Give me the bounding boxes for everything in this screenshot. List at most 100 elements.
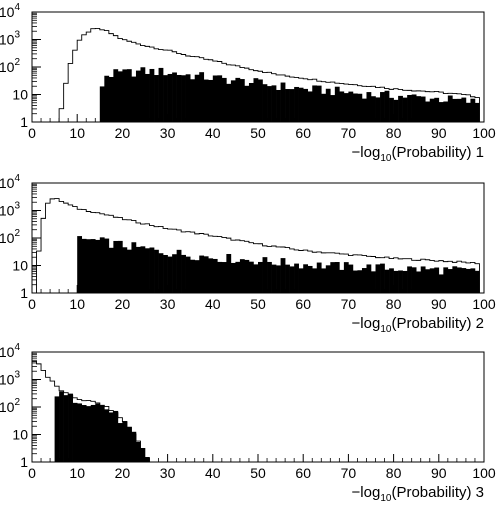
histogram-bar-filled — [429, 268, 435, 293]
histogram-bar-filled — [99, 237, 105, 293]
histogram-bar-filled — [181, 75, 186, 122]
histogram-bar-filled — [474, 102, 480, 122]
x-axis-label: −log10(Probability) 3 — [352, 484, 484, 504]
x-tick-label: 100 — [472, 125, 496, 141]
histogram-bar-filled — [443, 101, 449, 122]
histogram-bar-filled — [208, 258, 214, 293]
histogram-bar-filled — [411, 94, 417, 122]
histogram-bar-filled — [343, 93, 349, 122]
histogram-bar-filled — [474, 270, 480, 293]
histogram-panel-1: 1 10 102 103 104 0 10 20 30 40 50 60 70 80 90 100 −log10… — [0, 2, 496, 164]
x-tick-label: 90 — [431, 296, 447, 312]
x-tick-label: 70 — [341, 465, 357, 481]
histogram-bar-filled — [416, 271, 422, 293]
histogram-bar-filled — [176, 249, 182, 293]
histogram-bar-filled — [77, 403, 83, 462]
histogram-bar-filled — [312, 85, 318, 122]
histogram-bar-filled — [235, 77, 241, 122]
x-tick-label: 10 — [69, 296, 85, 312]
histogram-bar-filled — [163, 75, 168, 122]
histogram-bar-filled — [425, 269, 431, 293]
x-tick-label: 70 — [341, 296, 357, 312]
histogram-bar-filled — [461, 268, 467, 293]
histogram-bar-filled — [276, 89, 281, 122]
y-tick-label: 1 — [20, 114, 28, 130]
histogram-bar-filled — [113, 69, 119, 122]
x-tick-label: 0 — [28, 465, 36, 481]
histogram-bar-filled — [131, 242, 137, 293]
histogram-bar-filled — [226, 83, 232, 122]
x-tick-label: 100 — [472, 465, 496, 481]
histogram-bar-filled — [239, 259, 245, 293]
histogram-bar-filled — [294, 263, 299, 293]
histogram-bar-filled — [99, 86, 105, 122]
histogram-bar-filled — [389, 97, 394, 122]
histogram-bar-filled — [86, 239, 92, 293]
histogram-bar-filled — [199, 255, 205, 293]
histogram-bar-filled — [280, 82, 286, 122]
y-tick-label: 104 — [0, 342, 20, 360]
histogram-bar-filled — [104, 75, 110, 122]
histogram-bar-filled — [402, 97, 408, 122]
histogram-bar-filled — [81, 238, 87, 293]
histogram-bar-filled — [389, 268, 394, 293]
histogram-bar-filled — [398, 270, 403, 293]
histogram-bar-filled — [271, 85, 277, 122]
histogram-bar-filled — [470, 268, 476, 293]
x-tick-label: 0 — [28, 125, 36, 141]
y-tick-label: 102 — [0, 57, 20, 75]
histogram-bar-filled — [126, 249, 132, 293]
histogram-bar-filled — [167, 256, 173, 293]
histogram-bar-filled — [357, 93, 363, 122]
histogram-bar-filled — [366, 92, 372, 122]
histogram-bar-filled — [248, 82, 254, 122]
histogram-bar-filled — [434, 97, 440, 122]
histogram-bar-filled — [289, 89, 295, 122]
histogram-bar-filled — [95, 403, 101, 462]
histogram-bar-filled — [203, 79, 209, 122]
histogram-bar-filled — [167, 73, 173, 122]
histogram-bar-filled — [271, 264, 277, 293]
histogram-bar-filled — [334, 86, 340, 122]
histogram-bar-filled — [154, 75, 159, 122]
histogram-bar-filled — [163, 254, 168, 293]
histogram-bar-filled — [140, 67, 146, 122]
x-tick-label: 40 — [205, 465, 221, 481]
histogram-bar-filled — [248, 261, 254, 293]
histogram-bar-filled — [190, 79, 196, 122]
x-tick-label: 60 — [295, 296, 311, 312]
y-tick-label: 10 — [12, 427, 28, 443]
histogram-bar-filled — [190, 259, 196, 293]
histogram-bar-filled — [348, 264, 354, 293]
histogram-bar-filled — [456, 267, 462, 293]
y-tick-label: 103 — [0, 30, 20, 48]
x-tick-label: 10 — [69, 125, 85, 141]
histogram-bar-filled — [380, 92, 385, 122]
histogram-bar-filled — [325, 88, 331, 122]
histogram-bar-filled — [212, 258, 218, 293]
histogram-bar-filled — [172, 254, 177, 293]
histogram-bar-filled — [104, 238, 110, 293]
histogram-bar-filled — [235, 261, 241, 293]
histogram-panel-3: 1 10 102 103 104 0 10 20 30 40 50 60 70 80 90 100 −log10… — [0, 342, 496, 504]
histogram-bar-filled — [366, 264, 372, 293]
histogram-bar-filled — [434, 267, 440, 293]
histogram-bar-filled — [217, 261, 223, 293]
histogram-bar-filled — [452, 266, 458, 293]
histogram-bar-filled — [375, 97, 381, 122]
histogram-bar-filled — [348, 91, 354, 122]
x-tick-label: 50 — [250, 465, 266, 481]
histogram-bar-filled — [325, 265, 331, 293]
histogram-bar-filled — [285, 89, 290, 122]
histogram-bar-filled — [357, 270, 363, 293]
histogram-bar-filled — [54, 396, 60, 462]
histogram-bar-filled — [465, 268, 471, 293]
histogram-panel-2: 1 10 102 103 104 0 10 20 30 40 50 60 70 80 90 100 −log10… — [0, 173, 496, 335]
histogram-bar-filled — [307, 265, 313, 293]
histogram-bar-filled — [447, 95, 453, 122]
histogram-bar-filled — [221, 262, 227, 293]
histogram-bar-filled — [122, 247, 128, 293]
x-tick-label: 60 — [295, 125, 311, 141]
x-tick-label: 80 — [386, 125, 402, 141]
